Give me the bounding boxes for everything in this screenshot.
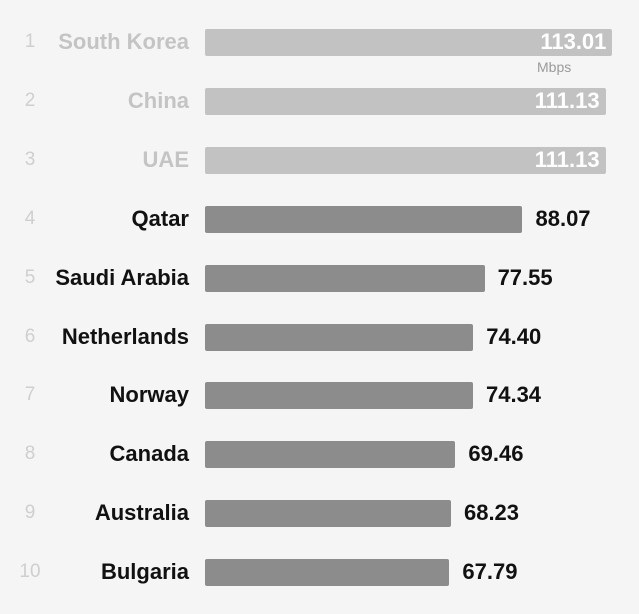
rank-label: 9 bbox=[24, 502, 36, 524]
rank-label: 1 bbox=[24, 31, 36, 52]
chart-row: 5 Saudi Arabia 77.55 bbox=[0, 258, 639, 298]
bar bbox=[205, 146, 606, 174]
bar bbox=[205, 264, 485, 292]
bar bbox=[205, 205, 523, 233]
bar bbox=[205, 441, 456, 469]
category-label: UAE bbox=[142, 146, 189, 172]
rank-label: 4 bbox=[24, 207, 36, 229]
rank-label: 5 bbox=[24, 266, 36, 288]
value-label: 74.34 bbox=[485, 382, 542, 408]
chart-row: 8 Canada 69.46 bbox=[0, 434, 639, 474]
category-label: Qatar bbox=[131, 205, 189, 231]
value-label: 69.46 bbox=[468, 441, 524, 467]
value-label: 88.07 bbox=[535, 205, 591, 231]
bar bbox=[205, 87, 606, 115]
category-label: Bulgaria bbox=[100, 559, 189, 585]
rank-label: 6 bbox=[24, 325, 36, 347]
value-label: 67.79 bbox=[462, 559, 518, 585]
bar bbox=[205, 559, 450, 587]
category-label: Canada bbox=[109, 441, 189, 467]
category-label: China bbox=[127, 87, 189, 113]
bar bbox=[205, 382, 473, 410]
rank-label: 2 bbox=[24, 89, 36, 111]
rank-label: 3 bbox=[24, 148, 36, 170]
category-label: South Korea bbox=[58, 29, 189, 54]
value-label: 111.13 bbox=[534, 146, 600, 172]
value-label: 111.13 bbox=[534, 87, 600, 113]
bar bbox=[205, 29, 613, 56]
category-label: Australia bbox=[94, 500, 189, 526]
chart-row: 7 Norway 74.34 bbox=[0, 375, 639, 415]
chart-row: 9 Australia 68.23 bbox=[0, 493, 639, 533]
value-label: 74.40 bbox=[486, 323, 542, 349]
value-label: 77.55 bbox=[497, 264, 553, 290]
chart-row: 10 Bulgaria 67.79 bbox=[0, 552, 639, 592]
chart-row: 2 China 111.13 bbox=[0, 81, 639, 121]
rank-label: 10 bbox=[19, 561, 41, 583]
chart-row: 6 Netherlands 74.40 bbox=[0, 317, 639, 357]
category-label: Norway bbox=[109, 382, 189, 408]
chart-row: 3 UAE 111.13 bbox=[0, 140, 639, 180]
category-label: Saudi Arabia bbox=[55, 264, 189, 290]
rank-label: 7 bbox=[24, 384, 36, 406]
chart-row: 4 Qatar 88.07 bbox=[0, 199, 639, 239]
value-label: 113.01 bbox=[540, 29, 607, 54]
rank-label: 8 bbox=[24, 443, 36, 465]
category-label: Netherlands bbox=[61, 323, 189, 349]
bar bbox=[205, 323, 474, 351]
bar bbox=[205, 500, 451, 528]
chart-row: 1 South Korea 113.01 bbox=[0, 22, 639, 62]
value-label: 68.23 bbox=[463, 500, 520, 526]
unit-label: Mbps bbox=[537, 59, 572, 75]
